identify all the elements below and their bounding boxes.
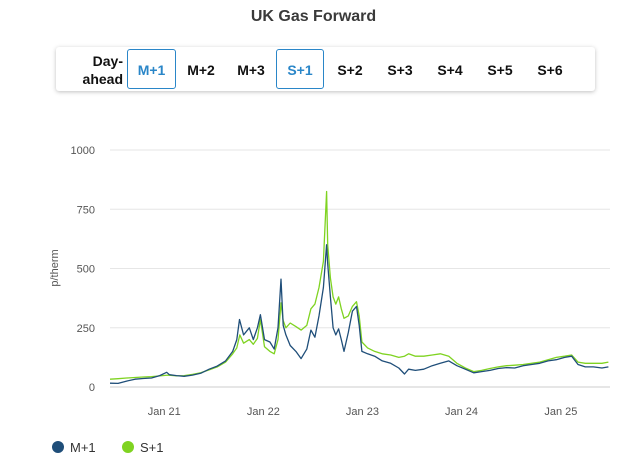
m1-legend-marker [52,441,64,453]
grid-lines [110,149,610,388]
tab-m1[interactable]: M+1 [127,49,176,89]
legend-label-m1: M+1 [70,439,96,455]
x-tick-label: Jan 21 [148,406,181,418]
y-tick-label: 500 [77,264,95,276]
tab-m3[interactable]: M+3 [237,62,265,78]
series-line-s1[interactable] [109,190,609,380]
contract-tab-bar: Day-ahead M+1 M+2 M+3 S+1 S+2 S+3 S+4 S+… [56,47,595,91]
y-tick-label: 0 [89,382,95,394]
legend-item-m1[interactable]: M+1 [52,437,96,457]
x-tick-label: Jan 25 [544,406,577,418]
tab-s4[interactable]: S+4 [437,62,463,78]
tab-s3[interactable]: S+3 [387,62,413,78]
y-tick-label: 250 [77,323,95,335]
legend-label-s1: S+1 [140,439,164,455]
tab-day-ahead[interactable]: Day-ahead [82,53,123,87]
y-tick-label: 1000 [71,145,95,157]
y-tick-label: 750 [77,204,95,216]
tab-s5[interactable]: S+5 [487,62,513,78]
x-tick-label: Jan 22 [247,406,280,418]
x-tick-label: Jan 23 [346,406,379,418]
s1-legend-marker [122,441,134,453]
x-tick-label: Jan 24 [445,406,478,418]
series-line-m1[interactable] [109,244,609,385]
series-lines [109,190,609,385]
y-axis-ticks: 0 250 500 750 1000 [71,145,95,394]
y-axis-label: p/therm [49,249,61,286]
x-axis-ticks: Jan 21 Jan 22 Jan 23 Jan 24 Jan 25 [148,406,578,418]
legend-item-s1[interactable]: S+1 [122,437,164,457]
tab-s1[interactable]: S+1 [276,49,324,89]
chart-title: UK Gas Forward [250,8,377,25]
tab-m2[interactable]: M+2 [187,62,215,78]
tab-s2[interactable]: S+2 [337,62,363,78]
tab-s6[interactable]: S+6 [537,62,563,78]
